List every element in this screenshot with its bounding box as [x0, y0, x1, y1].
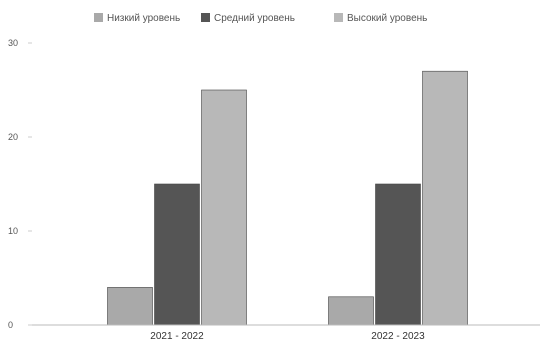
- bar-1-2: [154, 183, 200, 326]
- y-tick-label-10: 10: [8, 226, 18, 236]
- legend-swatch-2: [201, 13, 210, 22]
- legend: Низкий уровень Средний уровень Высокий уро…: [94, 13, 427, 24]
- legend-label-1: Низкий уровень: [107, 13, 180, 24]
- legend-swatch-1: [94, 13, 103, 22]
- x-category-label-2: 2022 - 2023: [371, 331, 425, 342]
- bars: [107, 70, 468, 326]
- legend-swatch-3: [334, 13, 343, 22]
- x-axis: 2021 - 2022 2022 - 2023: [32, 324, 540, 342]
- y-tick-label-30: 30: [8, 38, 18, 48]
- bar-2-2: [375, 183, 421, 326]
- y-tick-label-20: 20: [8, 132, 18, 142]
- bar-2-3: [422, 70, 468, 326]
- bar-1-1: [107, 287, 153, 326]
- y-tick-label-0: 0: [8, 320, 13, 330]
- bar-1-3: [201, 89, 247, 326]
- legend-label-3: Высокий уровень: [347, 13, 427, 24]
- bar-2-1: [328, 296, 374, 326]
- x-category-label-1: 2021 - 2022: [150, 331, 204, 342]
- y-axis: 0 10 20 30: [8, 38, 32, 330]
- legend-label-2: Средний уровень: [214, 13, 295, 24]
